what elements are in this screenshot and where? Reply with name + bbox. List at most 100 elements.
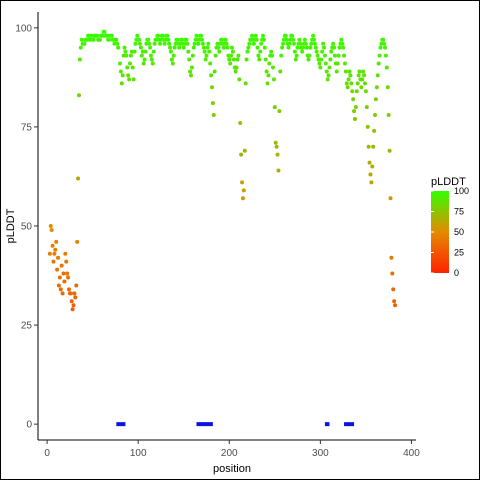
x-axis-title: position — [213, 463, 251, 475]
data-point — [166, 37, 171, 42]
data-point — [311, 33, 316, 38]
data-point — [383, 53, 388, 58]
data-point — [235, 57, 240, 62]
data-point — [389, 255, 394, 260]
data-point — [332, 45, 337, 50]
data-point — [364, 105, 369, 110]
data-point — [143, 49, 148, 54]
data-point — [251, 41, 256, 46]
data-point — [381, 37, 386, 42]
data-point — [265, 81, 270, 86]
data-point — [208, 61, 213, 66]
data-point — [221, 45, 226, 50]
data-point — [151, 49, 156, 54]
data-point — [55, 267, 60, 272]
data-point — [342, 61, 347, 66]
data-point — [162, 41, 167, 46]
data-point — [66, 287, 71, 292]
data-point — [105, 33, 110, 38]
data-point — [70, 307, 75, 312]
data-point — [57, 275, 62, 280]
data-point — [376, 61, 381, 66]
data-point — [175, 37, 180, 42]
data-point — [322, 45, 326, 50]
y-tick-label: 0 — [26, 420, 32, 431]
legend-label: 0 — [454, 268, 459, 278]
data-point — [65, 271, 70, 276]
data-point — [76, 176, 81, 181]
data-point — [199, 33, 204, 38]
data-point — [77, 57, 82, 62]
data-point — [66, 275, 71, 280]
data-point — [126, 73, 131, 78]
data-point — [357, 69, 362, 74]
data-point — [231, 57, 236, 62]
data-point — [142, 57, 147, 62]
data-point — [211, 113, 216, 118]
data-point — [171, 53, 176, 58]
data-point — [352, 109, 357, 114]
data-point — [56, 255, 61, 260]
data-point — [371, 144, 376, 149]
data-point — [362, 81, 367, 86]
data-point — [315, 53, 320, 58]
data-point — [365, 124, 370, 129]
data-point — [194, 33, 199, 38]
data-point — [50, 243, 55, 248]
data-point — [264, 69, 269, 74]
data-point — [97, 37, 102, 42]
data-point — [127, 77, 132, 82]
data-point — [253, 33, 258, 38]
data-point — [267, 61, 272, 66]
data-point — [242, 148, 247, 153]
data-point — [149, 57, 154, 62]
data-point — [204, 53, 209, 58]
data-point — [337, 45, 342, 50]
data-point — [128, 61, 132, 66]
data-point — [177, 45, 182, 50]
data-point — [61, 271, 66, 276]
data-point — [225, 45, 230, 50]
legend-label: 25 — [454, 248, 464, 258]
data-point — [361, 69, 366, 74]
data-point — [68, 291, 73, 296]
data-point — [213, 53, 218, 58]
y-tick-label: 75 — [21, 122, 33, 133]
data-point — [319, 57, 324, 62]
y-axis-title: pLDDT — [5, 208, 17, 243]
data-point — [168, 49, 173, 54]
data-point — [286, 45, 291, 50]
data-point — [280, 45, 285, 50]
data-point — [372, 128, 377, 133]
data-point — [228, 61, 233, 66]
data-point — [257, 57, 262, 62]
data-point — [181, 45, 186, 50]
legend: pLDDT 0 25 50 75 100 — [431, 176, 469, 278]
data-point — [331, 41, 336, 46]
data-point — [375, 73, 380, 78]
data-point — [359, 85, 364, 90]
data-point — [230, 49, 235, 54]
data-point — [152, 41, 157, 46]
data-point — [60, 291, 65, 296]
data-point — [187, 57, 192, 62]
data-point — [237, 77, 242, 82]
data-point — [272, 105, 277, 110]
data-point — [291, 37, 296, 42]
data-point — [128, 53, 133, 58]
data-point — [74, 283, 79, 288]
data-point — [366, 144, 371, 149]
data-point — [200, 41, 205, 46]
data-point — [71, 303, 76, 308]
data-point — [309, 41, 314, 46]
data-point — [350, 89, 355, 94]
data-point — [297, 37, 302, 42]
data-point — [209, 73, 214, 78]
data-point — [261, 37, 266, 42]
data-point — [160, 33, 165, 38]
data-point — [210, 101, 215, 106]
points-layer — [47, 29, 398, 312]
x-tick-label: 0 — [44, 448, 50, 459]
data-point — [246, 45, 251, 50]
data-point — [147, 41, 152, 46]
